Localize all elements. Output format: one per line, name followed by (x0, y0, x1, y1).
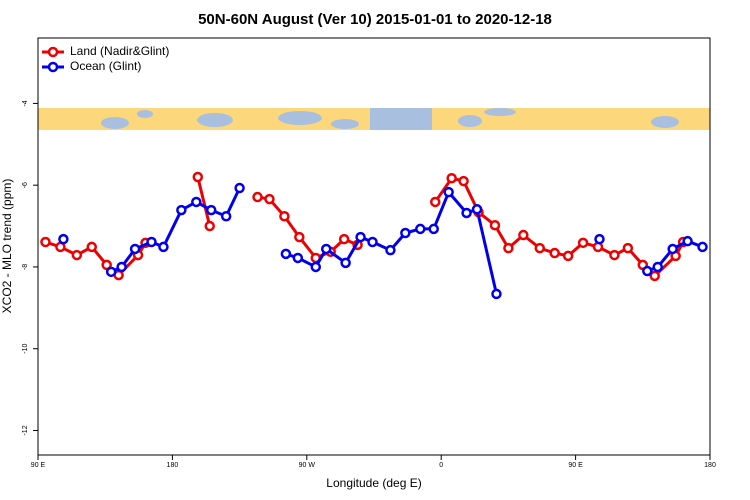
point (577, 237, 589, 249)
map-strip (38, 108, 710, 130)
point (642, 265, 653, 277)
point (176, 204, 187, 216)
y-tick-label: -12 (22, 425, 29, 435)
x-tick-label: 0 (439, 462, 443, 469)
point (667, 243, 678, 255)
point (292, 252, 304, 264)
y-tick-label: -4 (22, 100, 29, 106)
point (385, 244, 396, 256)
plot-frame (37, 37, 711, 456)
point (489, 219, 501, 231)
y-tick-label: -8 (22, 264, 29, 270)
series (58, 182, 708, 300)
point (340, 257, 351, 269)
point (649, 270, 660, 282)
x-tick-label: 180 (704, 462, 716, 469)
point (105, 266, 117, 278)
y-axis-label: XCO2 - MLO trend (ppm) (0, 179, 14, 314)
point (428, 223, 439, 235)
x-axis-label: Longitude (deg E) (326, 476, 421, 490)
point (461, 207, 472, 219)
x-tick-label: 90 E (568, 462, 583, 469)
point (192, 171, 204, 183)
legend-label: Ocean (Glint) (70, 59, 141, 73)
point (471, 204, 483, 215)
point (191, 196, 202, 208)
point (622, 242, 634, 254)
point (355, 231, 366, 243)
x-tick-label: 90 E (31, 462, 46, 469)
point (400, 227, 411, 239)
point (446, 172, 457, 184)
point (116, 261, 127, 273)
point (518, 229, 529, 241)
point (429, 196, 441, 208)
point (280, 248, 292, 260)
point (71, 249, 83, 261)
point (697, 241, 708, 253)
point (594, 233, 605, 245)
point (491, 288, 502, 300)
point (443, 186, 454, 198)
point (279, 210, 290, 222)
y-tick-label: -10 (22, 344, 29, 354)
point (320, 243, 332, 255)
chart-title: 50N-60N August (Ver 10) 2015-01-01 to 20… (198, 11, 552, 28)
x-tick-label: 180 (167, 462, 179, 469)
point (367, 236, 378, 248)
point (652, 261, 663, 273)
series (40, 171, 689, 282)
y-tick-label: -6 (22, 182, 29, 188)
point (503, 242, 514, 254)
point (264, 193, 275, 205)
legend-marker (47, 46, 59, 58)
point (682, 235, 693, 247)
point (338, 233, 350, 245)
point (204, 220, 215, 232)
point (534, 242, 546, 254)
point (609, 249, 620, 261)
legend-marker (47, 61, 59, 73)
legend-label: Land (Nadir&Glint) (70, 44, 169, 58)
series-line (44, 176, 685, 278)
point (40, 236, 51, 248)
point (549, 247, 560, 259)
point (158, 241, 169, 253)
point (458, 175, 469, 187)
point (86, 241, 98, 253)
point (101, 259, 112, 271)
point (252, 191, 263, 203)
point (58, 233, 69, 245)
point (310, 261, 322, 273)
point (146, 236, 157, 248)
x-tick-label: 90 W (299, 462, 316, 469)
point (220, 210, 232, 222)
point (294, 231, 305, 243)
point (562, 250, 574, 262)
point (415, 223, 426, 235)
point (129, 243, 141, 255)
point (205, 204, 217, 216)
point (234, 182, 245, 194)
